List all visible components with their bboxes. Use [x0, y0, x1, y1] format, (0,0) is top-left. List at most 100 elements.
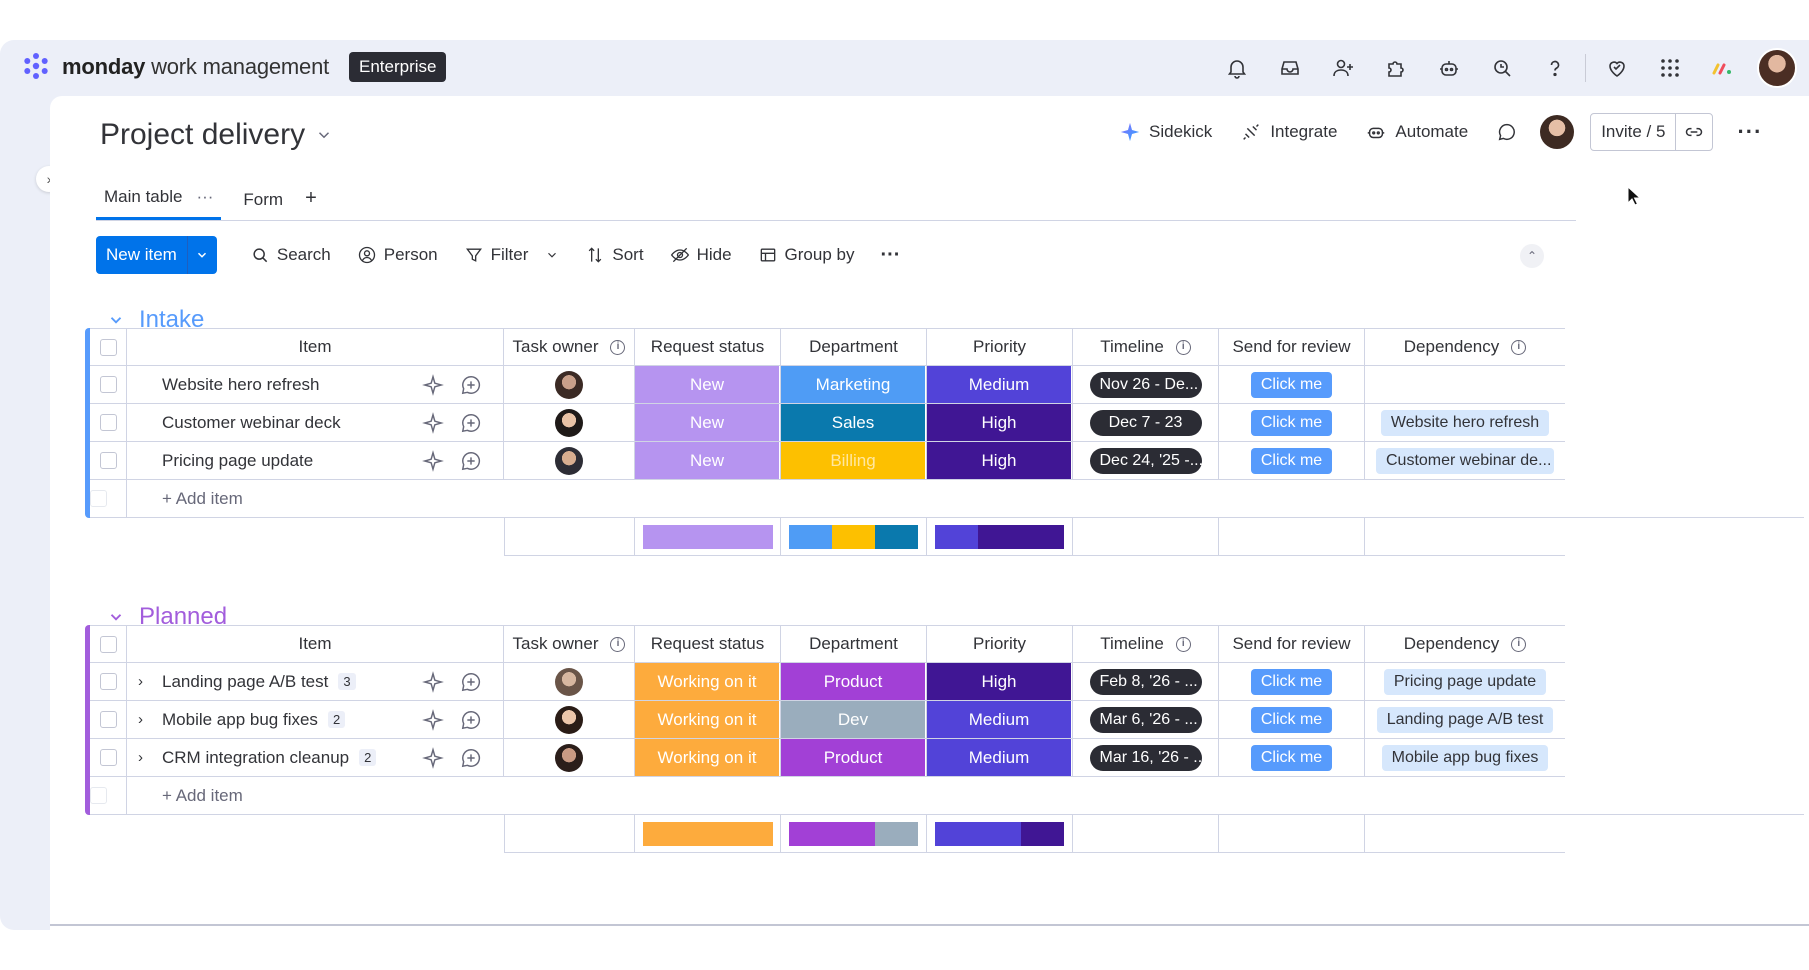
dependency-cell[interactable]: Customer webinar de...	[1365, 442, 1565, 480]
column-header-owner[interactable]: Task owner i	[504, 328, 635, 366]
column-header-timeline[interactable]: Timeline i	[1073, 328, 1219, 366]
priority-cell[interactable]: Medium	[927, 366, 1073, 404]
item-name-cell[interactable]: Website hero refresh	[127, 366, 401, 404]
task-owner-cell[interactable]	[504, 739, 635, 777]
task-owner-cell[interactable]	[504, 442, 635, 480]
item-name[interactable]: Customer webinar deck	[162, 412, 341, 432]
column-header-department[interactable]: Department	[781, 328, 927, 366]
new-item-button[interactable]: New item	[106, 245, 177, 264]
column-header-item[interactable]: Item	[127, 625, 504, 663]
owner-avatar[interactable]	[555, 446, 583, 475]
ai-sparkle-icon[interactable]	[422, 670, 444, 693]
board-owner-avatar[interactable]	[1540, 115, 1575, 149]
department-summary-bar[interactable]	[788, 524, 919, 549]
column-header-department[interactable]: Department	[781, 625, 927, 663]
expand-subitems-icon[interactable]: ›	[138, 673, 143, 690]
department-cell[interactable]: Sales	[781, 404, 927, 442]
add-update-icon[interactable]	[460, 374, 482, 396]
request-status-cell[interactable]: New	[635, 366, 781, 404]
column-header-owner[interactable]: Task owner i	[504, 625, 635, 663]
add-update-icon[interactable]	[460, 671, 482, 693]
department-label[interactable]: Billing	[781, 442, 926, 479]
timeline-pill[interactable]: Nov 26 - De...	[1089, 371, 1202, 398]
click-me-button[interactable]: Click me	[1250, 668, 1333, 695]
column-header-priority[interactable]: Priority	[927, 625, 1073, 663]
info-icon[interactable]: i	[1175, 636, 1191, 652]
department-label[interactable]: Sales	[781, 404, 926, 441]
inbox-icon[interactable]	[1263, 48, 1316, 88]
department-summary-bar[interactable]	[788, 821, 919, 846]
integrate-button[interactable]: Integrate	[1226, 112, 1351, 152]
priority-cell[interactable]: High	[927, 663, 1073, 701]
monday-logo-icon[interactable]	[20, 50, 52, 82]
item-name-cell[interactable]: Customer webinar deck	[127, 404, 401, 442]
column-header-review[interactable]: Send for review	[1219, 328, 1365, 366]
click-me-button[interactable]: Click me	[1250, 371, 1333, 398]
priority-label[interactable]: Medium	[927, 701, 1072, 738]
dependency-chip[interactable]: Customer webinar de...	[1376, 447, 1554, 474]
search-icon[interactable]	[1475, 48, 1528, 88]
request-status-cell[interactable]: Working on it	[635, 739, 781, 777]
invite-members-icon[interactable]	[1316, 48, 1369, 88]
info-icon[interactable]: i	[1511, 636, 1527, 652]
dependency-chip[interactable]: Mobile app bug fixes	[1381, 744, 1549, 771]
priority-cell[interactable]: Medium	[927, 739, 1073, 777]
copy-link-button[interactable]	[1676, 114, 1712, 150]
dependency-chip[interactable]: Landing page A/B test	[1376, 706, 1554, 733]
ai-sparkle-icon[interactable]	[422, 746, 444, 769]
row-checkbox[interactable]	[99, 711, 117, 728]
priority-label[interactable]: High	[927, 663, 1072, 700]
add-item-input[interactable]: + Add item	[127, 777, 1804, 815]
status-label[interactable]: Working on it	[635, 663, 780, 700]
item-name[interactable]: Pricing page update	[162, 450, 314, 470]
click-me-button[interactable]: Click me	[1250, 706, 1333, 733]
heart-icon[interactable]	[1590, 48, 1643, 88]
request-status-cell[interactable]: Working on it	[635, 663, 781, 701]
column-header-timeline[interactable]: Timeline i	[1073, 625, 1219, 663]
select-all-checkbox[interactable]	[99, 635, 117, 653]
new-item-dropdown[interactable]	[186, 236, 217, 274]
ai-sparkle-icon[interactable]	[422, 708, 444, 731]
automate-button[interactable]: Automate	[1351, 112, 1482, 152]
priority-label[interactable]: High	[927, 404, 1072, 441]
expand-subitems-icon[interactable]: ›	[138, 749, 143, 766]
priority-cell[interactable]: Medium	[927, 701, 1073, 739]
info-icon[interactable]: i	[610, 339, 626, 355]
timeline-cell[interactable]: Mar 16, '26 - ...	[1073, 739, 1219, 777]
info-icon[interactable]: i	[610, 636, 626, 652]
add-update-icon[interactable]	[460, 747, 482, 769]
column-header-item[interactable]: Item	[127, 328, 504, 366]
user-avatar[interactable]	[1757, 48, 1797, 88]
ai-sparkle-icon[interactable]	[422, 411, 444, 434]
task-owner-cell[interactable]	[504, 404, 635, 442]
owner-avatar[interactable]	[555, 370, 583, 399]
tab-main-table[interactable]: Main table ···	[96, 187, 222, 220]
department-cell[interactable]: Product	[781, 663, 927, 701]
timeline-pill[interactable]: Dec 7 - 23	[1089, 409, 1202, 436]
owner-avatar[interactable]	[555, 705, 583, 734]
item-name-cell[interactable]: Pricing page update	[127, 442, 401, 480]
request-status-cell[interactable]: Working on it	[635, 701, 781, 739]
row-checkbox[interactable]	[99, 673, 117, 690]
priority-cell[interactable]: High	[927, 442, 1073, 480]
priority-label[interactable]: Medium	[927, 366, 1072, 403]
grid-icon[interactable]	[1643, 48, 1696, 88]
table-row[interactable]: › Landing page A/B test 3 Working on it Prod…	[90, 663, 1809, 701]
column-header-status[interactable]: Request status	[635, 328, 781, 366]
table-row[interactable]: Pricing page update New Billing High Dec 24,…	[90, 442, 1809, 480]
chevron-down-icon[interactable]	[545, 248, 559, 262]
column-header-status[interactable]: Request status	[635, 625, 781, 663]
tab-form[interactable]: Form	[235, 190, 291, 220]
status-label[interactable]: Working on it	[635, 739, 780, 776]
owner-avatar[interactable]	[555, 667, 583, 696]
status-label[interactable]: Working on it	[635, 701, 780, 738]
click-me-button[interactable]: Click me	[1250, 409, 1333, 436]
table-row[interactable]: › Mobile app bug fixes 2 Working on it Dev Me…	[90, 701, 1809, 739]
department-cell[interactable]: Billing	[781, 442, 927, 480]
column-header-dependency[interactable]: Dependency i	[1365, 328, 1565, 366]
priority-summary-bar[interactable]	[934, 821, 1065, 846]
add-update-icon[interactable]	[460, 412, 482, 434]
column-header-priority[interactable]: Priority	[927, 328, 1073, 366]
status-label[interactable]: New	[635, 442, 780, 479]
help-icon[interactable]	[1528, 48, 1581, 88]
